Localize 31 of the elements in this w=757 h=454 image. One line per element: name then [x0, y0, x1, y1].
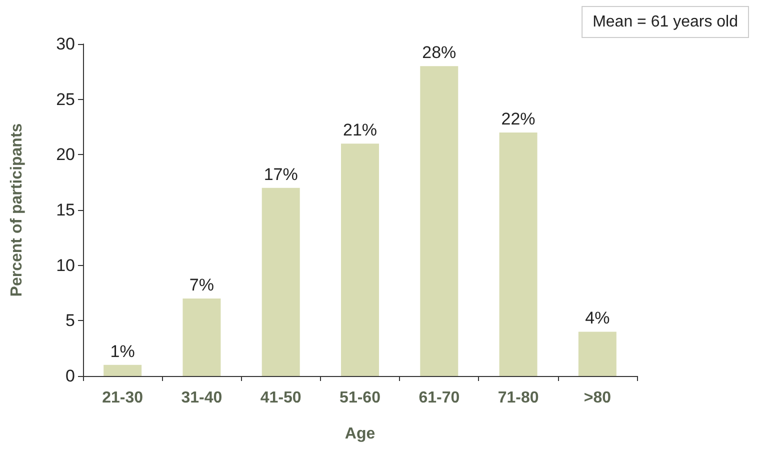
data-label: 17% [264, 164, 298, 184]
bar [341, 144, 379, 376]
y-tick-label: 15 [56, 200, 75, 220]
data-label: 28% [422, 43, 456, 62]
bar [262, 188, 300, 376]
data-label: 22% [501, 110, 536, 129]
y-tick-label: 25 [56, 90, 75, 109]
data-label: 1% [110, 342, 135, 361]
x-tick-label: 31-40 [181, 390, 222, 406]
bar [104, 364, 142, 376]
x-axis-title: Age [344, 426, 376, 442]
bar [578, 332, 616, 376]
bar [499, 132, 538, 376]
x-tick-label: 61-70 [418, 390, 460, 406]
x-tick-label: 41-50 [260, 390, 302, 406]
x-tick-label: 51-60 [340, 390, 381, 406]
data-label: 7% [189, 276, 214, 295]
bar [420, 66, 458, 376]
data-label: 21% [342, 120, 378, 140]
x-tick-label: >80 [584, 390, 612, 406]
text: Mean = 61 years old [592, 14, 738, 30]
x-tick-label: 71-80 [498, 390, 539, 406]
data-label: 4% [585, 308, 610, 328]
y-tick-label: 5 [66, 311, 75, 330]
y-tick-label: 20 [56, 145, 75, 164]
y-axis-title: Percent of participants [8, 123, 26, 297]
y-tick-label: 10 [56, 256, 75, 275]
y-tick-label: 0 [66, 366, 75, 386]
x-tick-label: 21-30 [102, 390, 144, 406]
bar [182, 298, 221, 376]
y-tick-label: 30 [56, 34, 75, 54]
